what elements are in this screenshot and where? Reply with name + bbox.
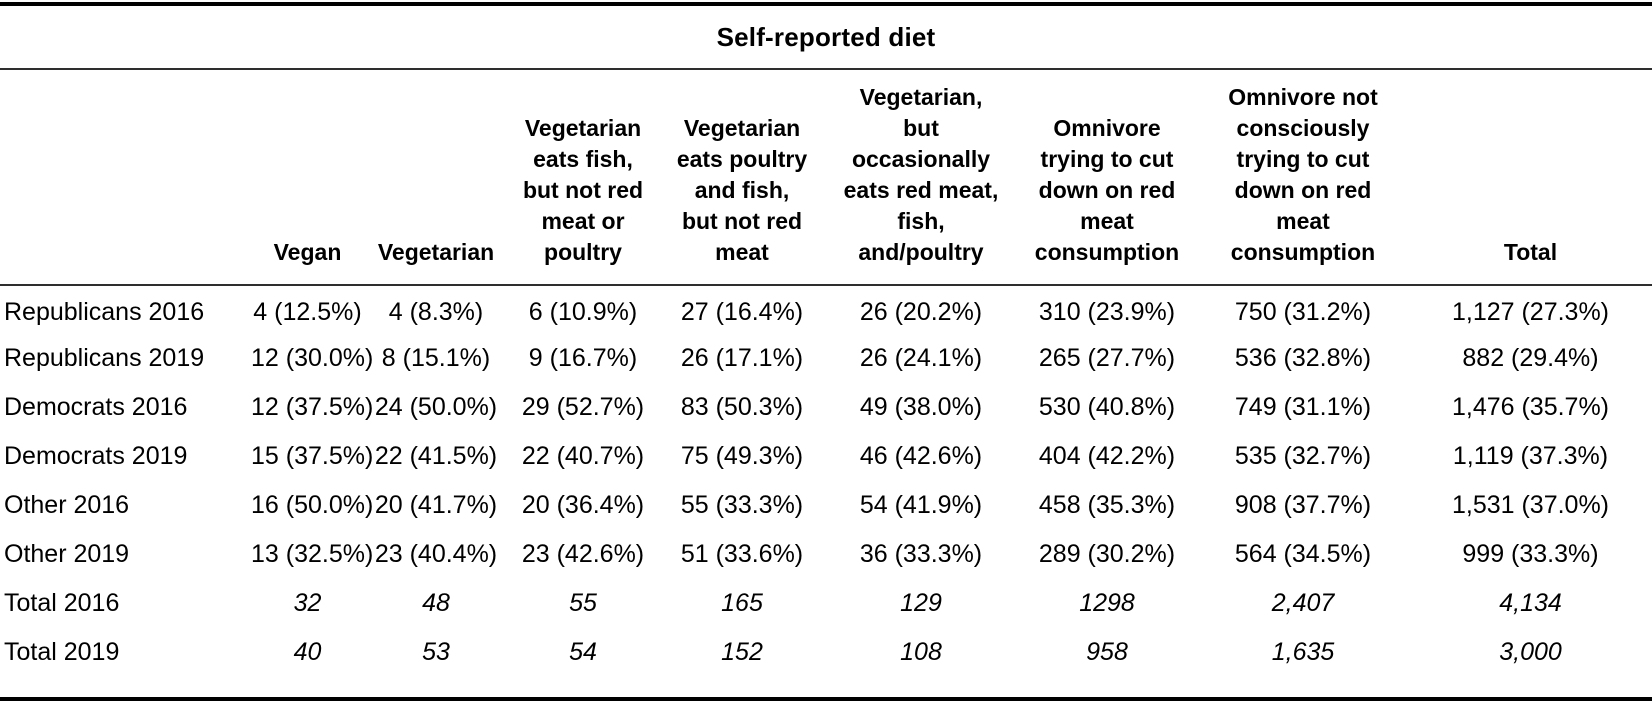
- row-label-column-header: [0, 70, 250, 286]
- table-row: Other 2019 13 (32.5%) 23 (40.4%) 23 (42.6%)…: [0, 530, 1652, 579]
- table-cell: 20 (41.7%): [374, 491, 498, 519]
- column-header: Omnivore not consciously trying to cut d…: [1197, 70, 1409, 286]
- table-cell: 55 (33.3%): [680, 491, 804, 519]
- table-cell: 749 (31.1%): [1234, 393, 1372, 421]
- table-cell: 40: [293, 638, 322, 666]
- table-cell: 36 (33.3%): [859, 540, 983, 568]
- table-cell: 9 (16.7%): [528, 344, 638, 372]
- table-cell: 55: [569, 589, 597, 617]
- table-cell: 22 (41.5%): [374, 442, 498, 470]
- column-header: Vegetarian eats fish, but not red meat o…: [507, 70, 659, 286]
- table-cell: 165: [721, 589, 763, 617]
- table-cell: 12 (30.0%): [251, 344, 374, 372]
- table-cell: 1,127 (27.3%): [1451, 298, 1610, 326]
- column-header: Vegetarian: [365, 70, 507, 286]
- table-cell: 49 (38.0%): [859, 393, 983, 421]
- table-cell: 29 (52.7%): [521, 393, 645, 421]
- table-cell: 4 (12.5%): [253, 298, 362, 326]
- table-cell: 23 (42.6%): [521, 540, 645, 568]
- table-cell: 108: [900, 638, 942, 666]
- table-cell: 908 (37.7%): [1234, 491, 1372, 519]
- table-cell: 26 (17.1%): [680, 344, 804, 372]
- table-cell: 536 (32.8%): [1234, 344, 1372, 372]
- table-cell: 27 (16.4%): [680, 298, 804, 326]
- table-cell: 1,119 (37.3%): [1452, 442, 1609, 470]
- table-body: Republicans 2016 4 (12.5%) 4 (8.3%) 6 (10.9…: [0, 285, 1652, 677]
- row-label: Total 2016: [4, 589, 120, 617]
- bottom-spacer: [0, 677, 1652, 697]
- row-label: Republicans 2019: [4, 344, 205, 372]
- column-header: Omnivore trying to cut down on red meat …: [1017, 70, 1197, 286]
- self-reported-diet-table: Vegan Vegetarian Vegetarian eats fish, but…: [0, 70, 1652, 677]
- table-cell: 129: [900, 589, 942, 617]
- row-label: Republicans 2016: [4, 298, 205, 326]
- table-cell: 26 (24.1%): [859, 344, 983, 372]
- column-header: Vegan: [250, 70, 365, 286]
- table-cell: 54 (41.9%): [859, 491, 983, 519]
- column-header-row: Vegan Vegetarian Vegetarian eats fish, but…: [0, 70, 1652, 286]
- table-cell: 535 (32.7%): [1234, 442, 1372, 470]
- bottom-rule: [0, 697, 1652, 701]
- table-cell: 53: [422, 638, 450, 666]
- table-cell: 8 (15.1%): [381, 344, 491, 372]
- table-cell: 15 (37.5%): [251, 442, 374, 470]
- table-cell: 2,407: [1271, 589, 1335, 617]
- table-cell: 750 (31.2%): [1234, 298, 1372, 326]
- table-row: Democrats 2019 15 (37.5%) 22 (41.5%) 22 (40…: [0, 432, 1652, 481]
- row-label: Democrats 2019: [4, 442, 188, 470]
- table-cell: 24 (50.0%): [374, 393, 498, 421]
- table-cell: 54: [569, 638, 597, 666]
- table-cell: 882 (29.4%): [1462, 344, 1599, 372]
- table-row: Total 2016 32 48 55 165 129 1298 2,407 4,134: [0, 579, 1652, 628]
- table-cell: 22 (40.7%): [521, 442, 645, 470]
- top-rule: [0, 2, 1652, 6]
- table-cell: 26 (20.2%): [859, 298, 983, 326]
- column-header: Vegetarian, but occasionally eats red me…: [825, 70, 1017, 286]
- table-cell: 75 (49.3%): [680, 442, 804, 470]
- row-label: Democrats 2016: [4, 393, 188, 421]
- row-label: Other 2019: [4, 540, 130, 568]
- table-row: Democrats 2016 12 (37.5%) 24 (50.0%) 29 (52…: [0, 383, 1652, 432]
- table-cell: 530 (40.8%): [1038, 393, 1176, 421]
- table-cell: 958: [1086, 638, 1128, 666]
- table-cell: 3,000: [1499, 638, 1562, 666]
- table-cell: 12 (37.5%): [251, 393, 374, 421]
- row-label: Other 2016: [4, 491, 130, 519]
- table-cell: 4,134: [1499, 589, 1562, 617]
- table-cell: 23 (40.4%): [374, 540, 498, 568]
- table-cell: 1,531 (37.0%): [1451, 491, 1610, 519]
- table-cell: 289 (30.2%): [1038, 540, 1176, 568]
- table-cell: 458 (35.3%): [1038, 491, 1176, 519]
- table-cell: 4 (8.3%): [388, 298, 484, 326]
- table-title: Self-reported diet: [716, 21, 936, 52]
- table-cell: 48: [422, 589, 450, 617]
- title-rule: [0, 68, 1652, 70]
- table-cell: 265 (27.7%): [1038, 344, 1176, 372]
- table-cell: 51 (33.6%): [680, 540, 804, 568]
- row-label: Total 2019: [4, 638, 120, 666]
- table-cell: 999 (33.3%): [1462, 540, 1599, 568]
- column-header: Total: [1409, 70, 1652, 286]
- table-row: Other 2016 16 (50.0%) 20 (41.7%) 20 (36.4%)…: [0, 481, 1652, 530]
- table-cell: 13 (32.5%): [251, 540, 374, 568]
- table-cell: 32: [293, 589, 322, 617]
- table-header: Vegan Vegetarian Vegetarian eats fish, but…: [0, 70, 1652, 286]
- column-header: Vegetarian eats poultry and fish, but no…: [659, 70, 825, 286]
- table-row: Total 2019 40 53 54 152 108 958 1,635 3,000: [0, 628, 1652, 677]
- table-cell: 310 (23.9%): [1038, 298, 1176, 326]
- table-cell: 152: [721, 638, 763, 666]
- table-cell: 20 (36.4%): [521, 491, 645, 519]
- table-cell: 1,476 (35.7%): [1451, 393, 1610, 421]
- table-row: Republicans 2019 12 (30.0%) 8 (15.1%) 9 (16…: [0, 334, 1652, 383]
- table-cell: 1298: [1079, 589, 1135, 617]
- table-cell: 404 (42.2%): [1038, 442, 1176, 470]
- table-cell: 1,635: [1271, 638, 1335, 666]
- table-cell: 16 (50.0%): [251, 491, 374, 519]
- table-cell: 6 (10.9%): [528, 298, 638, 326]
- table-row: Republicans 2016 4 (12.5%) 4 (8.3%) 6 (10.9…: [0, 285, 1652, 334]
- table-cell: 46 (42.6%): [859, 442, 983, 470]
- table-cell: 564 (34.5%): [1234, 540, 1372, 568]
- table-cell: 83 (50.3%): [680, 393, 804, 421]
